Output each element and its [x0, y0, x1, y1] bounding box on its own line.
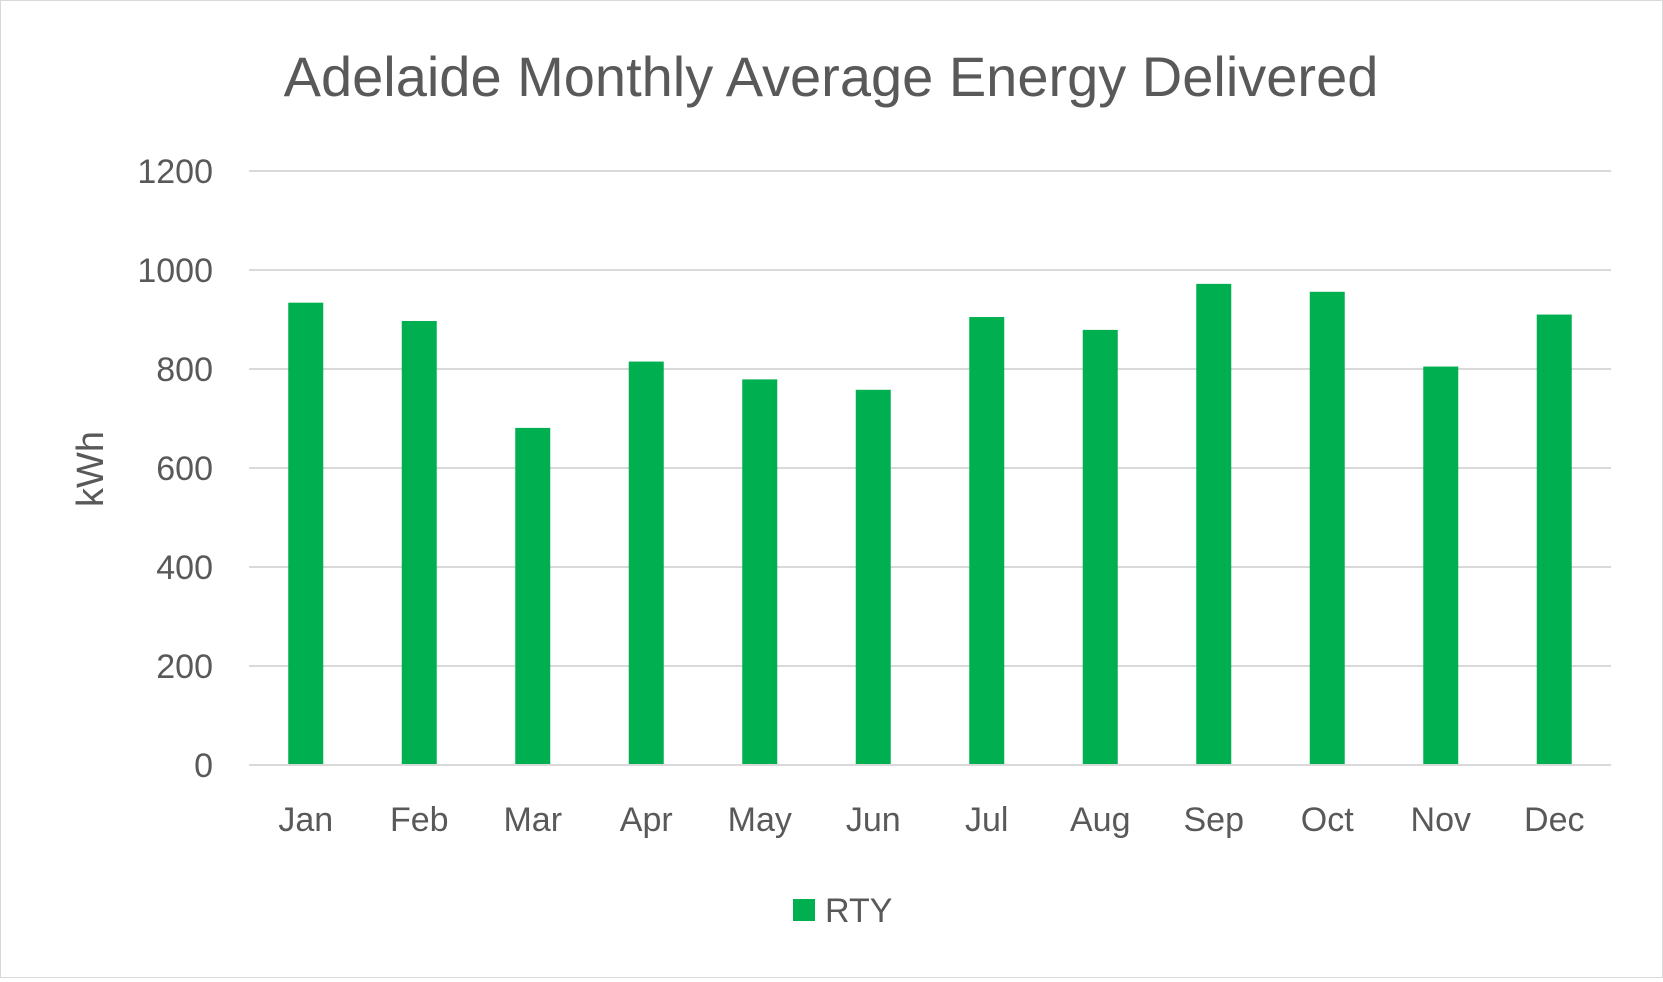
bar-oct [1309, 291, 1345, 765]
y-tick-label: 400 [156, 549, 213, 587]
x-tick-label: Oct [1301, 801, 1354, 839]
x-tick-label: Mar [503, 801, 562, 839]
x-tick-label: Nov [1411, 801, 1471, 839]
bars [288, 283, 1572, 765]
bar-dec [1536, 314, 1572, 765]
x-tick-label: Jul [965, 801, 1008, 839]
y-axis-ticks: 0 200 400 600 800 1000 1200 [137, 153, 213, 785]
legend-label-rty: RTY [825, 892, 892, 930]
x-tick-label: Apr [620, 801, 673, 839]
y-axis-label: kWh [70, 431, 112, 507]
x-tick-label: Sep [1184, 801, 1245, 839]
bar-mar [515, 427, 551, 765]
gridlines [249, 170, 1611, 667]
bar-feb [401, 320, 437, 765]
x-tick-label: May [728, 801, 792, 839]
legend: RTY [793, 892, 892, 930]
bar-jan [288, 302, 324, 765]
x-axis-ticks: Jan Feb Mar Apr May Jun Jul Aug Sep Oct Nov Dec [278, 801, 1584, 839]
legend-swatch-rty [793, 899, 815, 921]
x-tick-label: Jun [846, 801, 901, 839]
bar-jul [969, 317, 1005, 765]
x-tick-label: Aug [1070, 801, 1131, 839]
y-tick-label: 1200 [137, 153, 213, 191]
bar-nov [1423, 366, 1459, 765]
bar-sep [1196, 283, 1232, 765]
bar-jun [855, 389, 891, 765]
bar-apr [628, 361, 664, 765]
y-tick-label: 200 [156, 648, 213, 686]
x-tick-label: Dec [1524, 801, 1584, 839]
x-tick-label: Feb [390, 801, 449, 839]
chart-title: Adelaide Monthly Average Energy Delivere… [284, 45, 1379, 108]
bar-aug [1082, 329, 1118, 765]
bar-may [742, 379, 778, 765]
x-tick-label: Jan [278, 801, 333, 839]
y-tick-label: 1000 [137, 252, 213, 290]
y-tick-label: 800 [156, 351, 213, 389]
y-tick-label: 600 [156, 450, 213, 488]
y-tick-label: 0 [194, 747, 213, 785]
